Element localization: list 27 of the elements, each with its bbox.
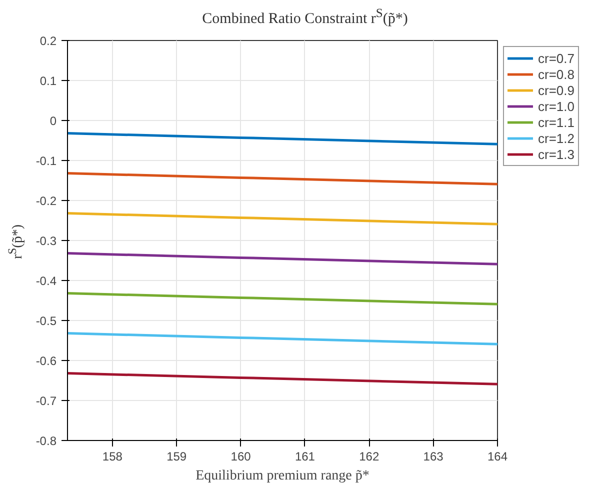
legend-label: cr=1.1	[538, 114, 574, 130]
x-tick-label: 159	[166, 450, 187, 464]
y-tick-label: -0.3	[36, 234, 57, 248]
x-tick-label: 164	[487, 450, 508, 464]
legend-label: cr=0.9	[538, 82, 574, 98]
y-tick-label: 0	[50, 114, 57, 128]
y-tick-label: -0.8	[36, 434, 57, 448]
x-axis-title: Equilibrium premium range p̃*	[196, 468, 370, 484]
x-tick-label: 161	[294, 450, 316, 464]
y-tick-label: -0.4	[36, 274, 57, 288]
y-tick-label: -0.6	[36, 354, 57, 368]
legend-label: cr=1.0	[538, 98, 574, 114]
legend-label: cr=0.7	[538, 50, 574, 66]
x-tick-label: 160	[230, 450, 252, 464]
y-tick-label: -0.2	[36, 194, 57, 208]
y-tick-label: -0.5	[36, 314, 57, 328]
chart-title: Combined Ratio Constraint r$^{S}$(p̃*)	[202, 5, 408, 29]
legend-label: cr=1.2	[538, 130, 574, 146]
y-tick-label: 0.1	[40, 74, 57, 88]
y-tick-label: -0.7	[36, 394, 57, 408]
y-tick-label: 0.2	[40, 34, 57, 48]
legend-label: cr=1.3	[538, 146, 574, 162]
x-tick-label: 163	[423, 450, 444, 464]
x-tick-label: 162	[359, 450, 380, 464]
legend-label: cr=0.8	[538, 66, 574, 82]
y-tick-label: -0.1	[36, 154, 57, 168]
x-tick-label: 158	[102, 450, 123, 464]
